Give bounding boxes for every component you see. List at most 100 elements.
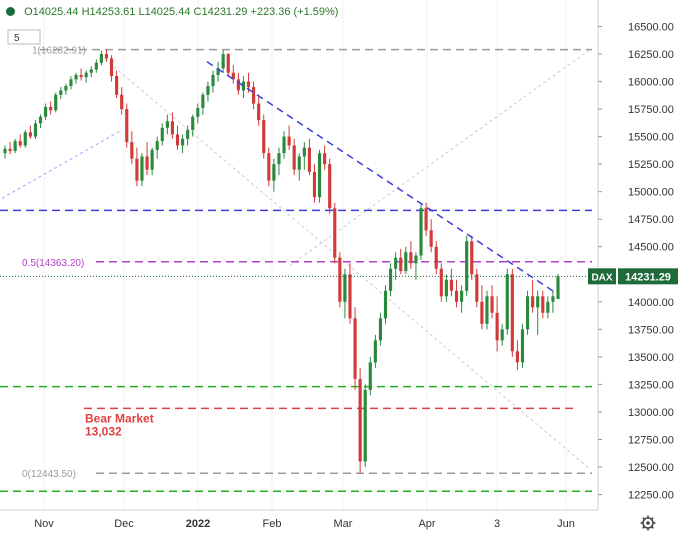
gear-icon-tooth-1 (650, 525, 654, 529)
gear-icon-center (646, 521, 650, 525)
y-tick-label-5: 15250.00 (628, 159, 674, 171)
candle-body-23 (120, 94, 124, 110)
candle-body-102 (520, 329, 525, 363)
candle-body-58 (297, 156, 301, 170)
candle-body-1 (8, 148, 12, 151)
candle-body-80 (409, 252, 413, 264)
candle-body-52 (267, 153, 271, 181)
y-tick-label-17: 12250.00 (628, 489, 674, 501)
candle-body-99 (505, 274, 509, 330)
candle-body-16 (84, 72, 88, 78)
candle-body-82 (419, 208, 423, 256)
y-tick-label-13: 13250.00 (628, 379, 674, 391)
candle-body-84 (429, 230, 433, 247)
candle-body-72 (368, 362, 372, 390)
y-tick-label-11: 13750.00 (628, 324, 674, 336)
candle-body-8 (44, 106, 48, 117)
candle-body-93 (475, 274, 479, 302)
y-tick-label-4: 15500.00 (628, 132, 674, 144)
candle-body-3 (18, 141, 22, 146)
candle-body-90 (460, 290, 464, 302)
candle-body-95 (485, 296, 489, 324)
candle-body-47 (241, 81, 246, 91)
y-tick-label-6: 15000.00 (628, 187, 674, 199)
low-value: L14025.44 (138, 6, 191, 18)
x-tick-label-3: Feb (263, 518, 282, 530)
change-value: +223.36 (+1.59%) (250, 6, 339, 18)
candle-body-5 (28, 132, 32, 137)
candle-body-20 (104, 54, 109, 59)
gear-icon-tooth-7 (650, 517, 654, 521)
candle-body-94 (480, 301, 484, 324)
candle-body-67 (343, 274, 347, 302)
price-tag-value: 14231.29 (625, 271, 671, 283)
x-tick-label-2: 2022 (186, 518, 210, 530)
candle-body-81 (414, 255, 418, 264)
candle-body-106 (541, 296, 545, 313)
candle-body-44 (226, 54, 230, 73)
candle-body-10 (54, 94, 58, 111)
x-tick-label-1: Dec (114, 518, 134, 530)
candle-body-63 (323, 153, 327, 165)
candle-body-34 (175, 134, 180, 146)
candle-body-62 (317, 153, 322, 198)
close-value: C14231.29 (193, 6, 248, 18)
gear-icon-tooth-3 (642, 525, 646, 529)
candle-body-21 (109, 58, 114, 77)
candle-body-0 (3, 148, 7, 154)
candle-body-30 (155, 141, 159, 150)
candle-body-13 (69, 79, 73, 86)
candle-body-43 (221, 54, 225, 69)
candle-body-100 (510, 274, 514, 352)
y-tick-label-16: 12500.00 (628, 462, 674, 474)
candle-body-104 (531, 296, 535, 308)
trend-line (206, 61, 557, 294)
candle-body-53 (272, 164, 276, 181)
candle-body-39 (201, 94, 205, 108)
candle-body-6 (33, 123, 38, 137)
candle-body-14 (74, 74, 78, 80)
y-tick-label-1: 16250.00 (628, 49, 674, 61)
candle-body-88 (449, 279, 454, 291)
candle-body-68 (348, 274, 352, 319)
candle-body-97 (495, 312, 499, 341)
candle-body-101 (515, 351, 519, 363)
candle-body-2 (13, 141, 17, 151)
candle-body-48 (246, 81, 251, 88)
y-tick-label-10: 14000.00 (628, 297, 674, 309)
candle-body-38 (196, 108, 200, 117)
level-label-0: 1(16282.91) (32, 46, 86, 57)
y-tick-label-12: 13500.00 (628, 352, 674, 364)
candle-body-31 (160, 127, 164, 142)
price-tag-name-bg (588, 268, 616, 285)
candle-body-86 (439, 268, 443, 297)
interval-box (7, 29, 41, 45)
ohlc-header: O14025.44 H14253.61 L14025.44 C14231.29 … (6, 6, 338, 18)
candle-body-77 (394, 257, 398, 269)
candle-body-78 (399, 257, 403, 271)
candle-body-75 (383, 290, 388, 319)
candle-body-15 (79, 74, 83, 78)
candle-body-40 (206, 85, 210, 95)
candle-body-50 (257, 103, 261, 121)
candle-body-83 (424, 208, 428, 231)
candle-body-59 (302, 147, 306, 157)
candle-body-96 (490, 296, 494, 313)
candle-body-35 (180, 138, 185, 146)
y-tick-label-14: 13000.00 (628, 407, 674, 419)
bear-market-label: Bear Market (85, 411, 154, 425)
candle-body-27 (140, 156, 144, 181)
candle-body-41 (211, 74, 215, 86)
candle-body-11 (59, 90, 63, 95)
candle-body-91 (465, 241, 469, 291)
level-label-2: 0.5(14363.20) (22, 258, 84, 269)
candle-body-42 (216, 68, 220, 75)
candle-body-108 (551, 296, 555, 302)
candle-body-55 (282, 136, 286, 154)
candle-body-109 (556, 276, 560, 299)
candle-body-79 (404, 252, 408, 271)
y-tick-label-0: 16500.00 (628, 22, 674, 34)
candle-body-71 (363, 389, 367, 462)
candle-body-29 (150, 149, 154, 170)
